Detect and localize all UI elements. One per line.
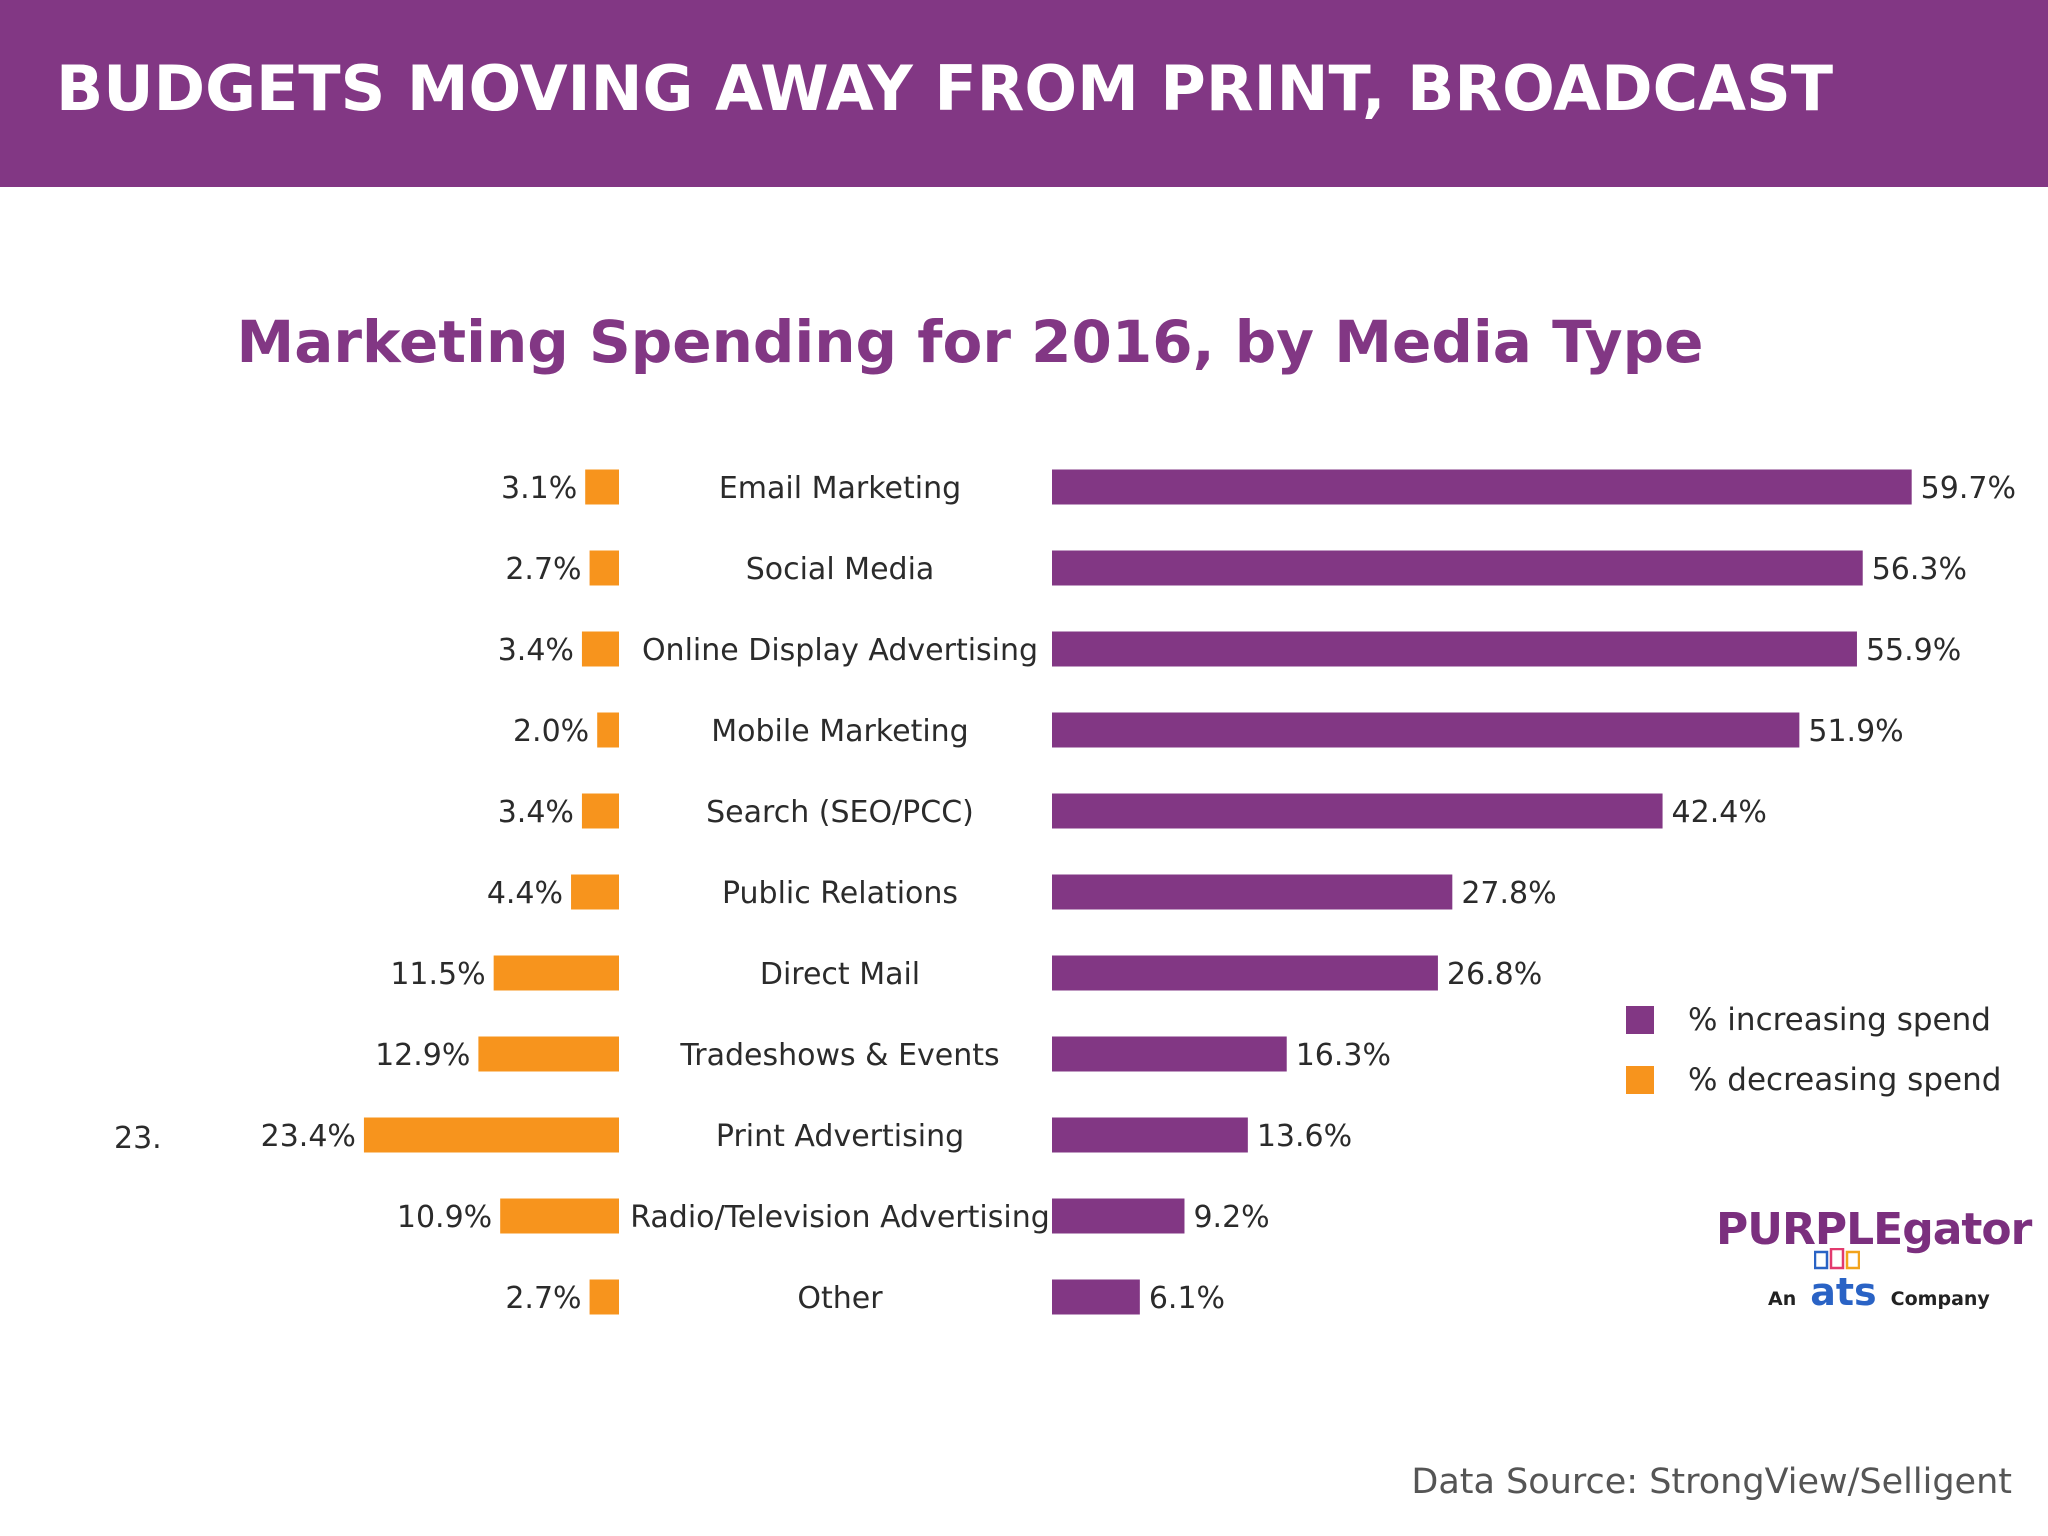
bar-decreasing-public-relations (571, 874, 619, 910)
data-label-decreasing-other: 2.7% (505, 1281, 581, 1316)
data-label-decreasing-tradeshows-events: 12.9% (375, 1038, 470, 1073)
bar-decreasing-social-media (589, 550, 619, 586)
data-label-increasing-other: 6.1% (1149, 1281, 1225, 1316)
data-label-increasing-online-display-advertising: 55.9% (1866, 633, 1961, 668)
logo-tagline-suffix: Company (1890, 1288, 1990, 1310)
data-label-increasing-print-advertising: 13.6% (1257, 1119, 1352, 1154)
legend-label-increasing: % increasing spend (1688, 1002, 1991, 1038)
ats-people-icon (1814, 1248, 1861, 1270)
bar-increasing-radio-television-advertising (1052, 1198, 1185, 1234)
data-label-decreasing-online-display-advertising: 3.4% (498, 633, 574, 668)
data-label-decreasing-search-seo-pcc: 3.4% (498, 795, 574, 830)
data-label-increasing-tradeshows-events: 16.3% (1296, 1038, 1391, 1073)
category-label-direct-mail: Direct Mail (760, 957, 920, 992)
bar-decreasing-mobile-marketing (597, 712, 619, 748)
data-label-increasing-direct-mail: 26.8% (1447, 957, 1542, 992)
category-label-mobile-marketing: Mobile Marketing (711, 714, 968, 749)
data-label-decreasing-social-media: 2.7% (505, 552, 581, 587)
chart-legend: % increasing spend % decreasing spend (1626, 990, 2001, 1110)
logo-tagline: An ats Company (1768, 1248, 1990, 1311)
bar-increasing-search-seo-pcc (1052, 793, 1663, 829)
category-label-tradeshows-events: Tradeshows & Events (679, 1038, 999, 1073)
data-label-decreasing-print-advertising: 23.4% (261, 1119, 356, 1154)
data-label-decreasing-mobile-marketing: 2.0% (513, 714, 589, 749)
data-label-increasing-public-relations: 27.8% (1461, 876, 1556, 911)
category-label-radio-television-advertising: Radio/Television Advertising (630, 1200, 1050, 1235)
legend-item-decreasing: % decreasing spend (1626, 1050, 2001, 1110)
category-label-other: Other (797, 1281, 883, 1316)
chart-title: Marketing Spending for 2016, by Media Ty… (236, 308, 1704, 376)
bar-increasing-other (1052, 1279, 1140, 1315)
annotation-0: 23. (114, 1121, 162, 1156)
category-label-print-advertising: Print Advertising (716, 1119, 964, 1154)
data-source-note: Data Source: StrongView/Selligent (1411, 1462, 2012, 1502)
data-label-decreasing-email-marketing: 3.1% (501, 471, 577, 506)
legend-label-decreasing: % decreasing spend (1688, 1062, 2002, 1098)
bar-decreasing-print-advertising (363, 1117, 619, 1153)
purplegator-logo: PURPLEgator An ats Company (1716, 1204, 2032, 1324)
category-label-public-relations: Public Relations (722, 876, 958, 911)
data-label-increasing-email-marketing: 59.7% (1921, 471, 2016, 506)
ats-wordmark: ats (1810, 1270, 1877, 1314)
data-label-increasing-radio-television-advertising: 9.2% (1193, 1200, 1269, 1235)
bar-increasing-social-media (1052, 550, 1863, 586)
data-label-increasing-mobile-marketing: 51.9% (1808, 714, 1903, 749)
data-label-decreasing-direct-mail: 11.5% (390, 957, 485, 992)
category-label-online-display-advertising: Online Display Advertising (642, 633, 1038, 668)
data-label-increasing-search-seo-pcc: 42.4% (1672, 795, 1767, 830)
bar-increasing-mobile-marketing (1052, 712, 1800, 748)
data-label-increasing-social-media: 56.3% (1872, 552, 1967, 587)
ats-logo: ats (1810, 1248, 1877, 1311)
bar-increasing-tradeshows-events (1052, 1036, 1287, 1072)
legend-swatch-increasing (1626, 1006, 1654, 1034)
bar-increasing-direct-mail (1052, 955, 1438, 991)
bar-increasing-public-relations (1052, 874, 1453, 910)
category-label-email-marketing: Email Marketing (719, 471, 961, 506)
category-label-search-seo-pcc: Search (SEO/PCC) (706, 795, 974, 830)
data-label-decreasing-public-relations: 4.4% (487, 876, 563, 911)
header-bar: BUDGETS MOVING AWAY FROM PRINT, BROADCAS… (0, 0, 2048, 187)
bar-decreasing-radio-television-advertising (500, 1198, 619, 1234)
data-label-decreasing-radio-television-advertising: 10.9% (397, 1200, 492, 1235)
bar-increasing-email-marketing (1052, 469, 1912, 505)
logo-wordmark: PURPLEgator (1716, 1204, 2032, 1255)
bar-increasing-print-advertising (1052, 1117, 1248, 1153)
bar-decreasing-other (589, 1279, 619, 1315)
logo-tagline-prefix: An (1768, 1288, 1797, 1310)
legend-item-increasing: % increasing spend (1626, 990, 2001, 1050)
bar-decreasing-search-seo-pcc (581, 793, 619, 829)
bar-decreasing-online-display-advertising (581, 631, 619, 667)
bar-decreasing-email-marketing (585, 469, 619, 505)
bar-decreasing-direct-mail (493, 955, 619, 991)
bar-increasing-online-display-advertising (1052, 631, 1857, 667)
bar-decreasing-tradeshows-events (478, 1036, 619, 1072)
legend-swatch-decreasing (1626, 1066, 1654, 1094)
page-title: BUDGETS MOVING AWAY FROM PRINT, BROADCAS… (56, 52, 1834, 125)
category-label-social-media: Social Media (746, 552, 935, 587)
